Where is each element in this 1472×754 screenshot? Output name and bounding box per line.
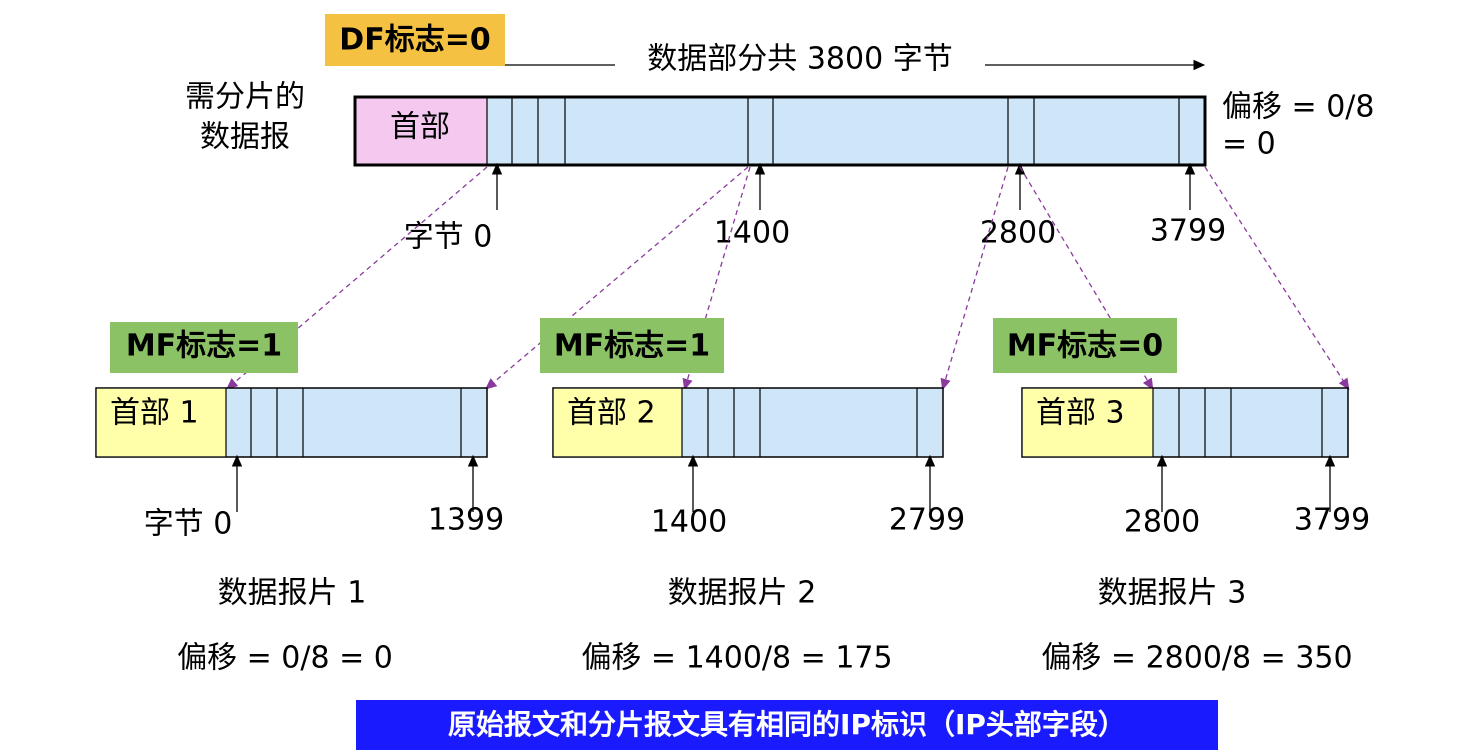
df-flag: DF标志=0: [339, 23, 490, 58]
mf-flag-box: [110, 322, 298, 373]
fragment-offset: 偏移 = 1400/8 = 175: [581, 641, 892, 676]
header-label: 首部: [390, 110, 450, 145]
mapping-line: [940, 166, 1009, 391]
byte-label: 3799: [1150, 214, 1226, 249]
fragment-offset: 偏移 = 2800/8 = 350: [1041, 641, 1352, 676]
byte-label: 3799: [1294, 503, 1370, 538]
mapping-line: [1019, 166, 1154, 391]
byte-label: 2800: [1124, 505, 1200, 540]
fragment-name: 数据报片 1: [218, 576, 367, 611]
header-cell: [553, 388, 682, 457]
note: 原始报文和分片报文具有相同的IP标识（IP头部字段）: [448, 708, 1126, 741]
fragment-header: 首部 1: [110, 396, 199, 431]
mf-flag-box: [540, 318, 724, 373]
fragment-header: 首部 2: [567, 396, 656, 431]
byte-label: 1400: [714, 216, 790, 251]
fragment-name: 数据报片 3: [1098, 576, 1247, 611]
fragment-header: 首部 3: [1036, 396, 1125, 431]
datagram-label: 数据报: [200, 120, 290, 155]
datagram-label: 需分片的: [185, 80, 305, 115]
byte-label: 2799: [889, 503, 965, 538]
mf-flag: MF标志=1: [126, 329, 282, 364]
df-flag-box: [325, 14, 505, 66]
mapping-line: [485, 166, 749, 390]
mf-flag-box: [993, 318, 1177, 373]
note-box: [356, 700, 1218, 750]
offset-label: 偏移 = 0/8: [1222, 90, 1375, 125]
data-length-label: 数据部分共 3800 字节: [647, 42, 952, 77]
header-cell: [96, 388, 226, 457]
header-cell: [356, 98, 487, 164]
datagram-box: [353, 95, 1207, 167]
byte-label: 2800: [980, 216, 1056, 251]
byte-label: 1399: [428, 503, 504, 538]
header-cell: [1022, 388, 1153, 457]
mapping-line: [1204, 166, 1350, 391]
offset-label: = 0: [1222, 127, 1276, 162]
mf-flag: MF标志=0: [1007, 329, 1163, 364]
byte-label: 字节 0: [144, 507, 233, 542]
fragment-offset: 偏移 = 0/8 = 0: [177, 641, 393, 676]
fragment-name: 数据报片 2: [668, 576, 817, 611]
byte-label: 字节 0: [404, 220, 493, 255]
byte-label: 1400: [651, 505, 727, 540]
mf-flag: MF标志=1: [554, 329, 710, 364]
